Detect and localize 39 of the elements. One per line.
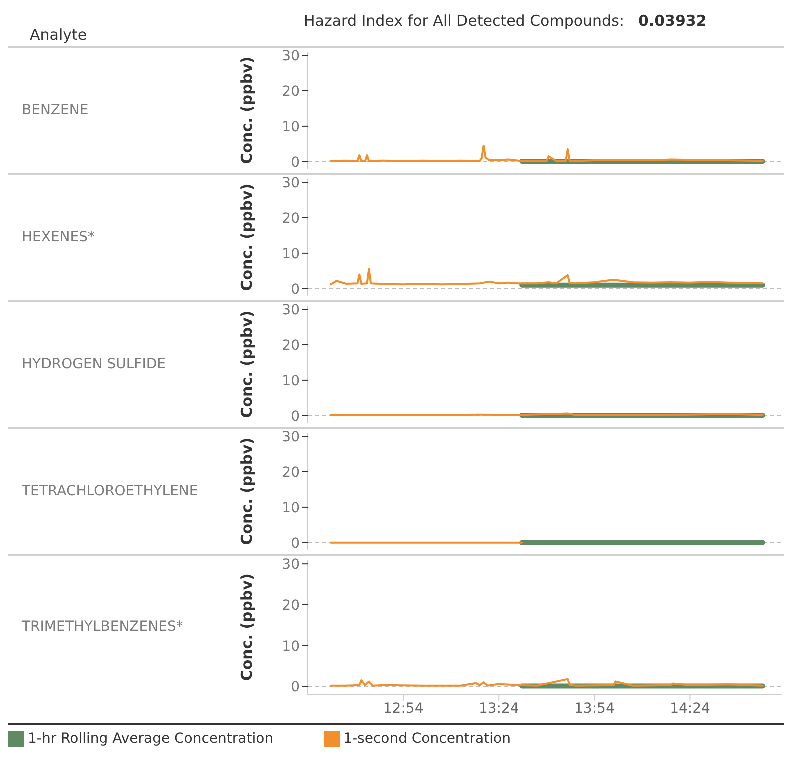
x-tick-label: 13:24 (478, 700, 520, 717)
y-axis-title: Conc. (ppbv) (238, 56, 256, 164)
y-tick-label: 10 (282, 500, 300, 516)
y-tick-label: 0 (291, 680, 300, 696)
y-tick-label: 30 (282, 176, 300, 192)
y-tick-label: 30 (282, 48, 300, 65)
text: BENZENE (22, 102, 89, 118)
y-tick-label: 20 (282, 464, 300, 481)
y-tick-label: 10 (282, 638, 300, 655)
x-tick-label: 14:24 (670, 700, 711, 717)
y-axis-title: Conc. (ppbv) (238, 184, 256, 292)
y-tick-label: 10 (282, 119, 300, 136)
y-axis-title: Conc. (ppbv) (238, 310, 256, 418)
y-tick-label: 20 (282, 598, 300, 614)
x-tick-label: 12:54 (383, 700, 424, 717)
text: Analyte (30, 26, 88, 44)
y-axis-title: Conc. (ppbv) (238, 438, 256, 546)
y-tick-label: 10 (282, 373, 300, 390)
text: HEXENES* (22, 229, 96, 246)
y-tick-label: 30 (282, 557, 300, 574)
y-tick-label: 0 (291, 408, 300, 425)
text: TRIMETHYLBENZENES* (21, 619, 184, 636)
y-tick-label: 20 (282, 84, 300, 100)
text: Hazard Index for All Detected Compounds: (304, 12, 624, 30)
text: TETRACHLOROETHYLENE (21, 483, 198, 500)
x-tick-label: 13:54 (574, 700, 615, 717)
y-tick-label: 0 (291, 536, 300, 552)
text: 0.03932 (638, 12, 707, 30)
legend-label: 1-second Concentration (344, 730, 511, 747)
text: HYDROGEN SULFIDE (22, 356, 166, 372)
legend-label: 1-hr Rolling Average Concentration (28, 730, 274, 747)
y-tick-label: 20 (282, 210, 300, 227)
y-axis-title: Conc. (ppbv) (238, 574, 256, 682)
y-tick-label: 30 (282, 430, 300, 446)
y-tick-label: 30 (282, 302, 300, 319)
y-tick-label: 0 (291, 282, 300, 298)
y-tick-label: 20 (282, 338, 300, 354)
y-tick-label: 0 (291, 154, 300, 171)
y-tick-label: 10 (282, 246, 300, 262)
